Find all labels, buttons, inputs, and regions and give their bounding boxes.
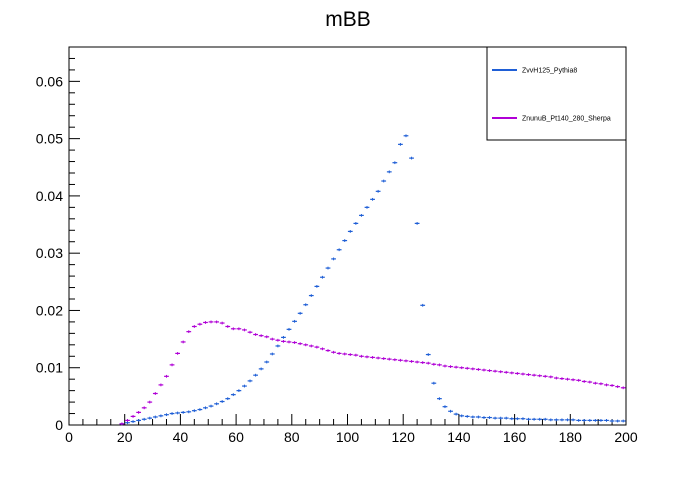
legend-label-znunub: ZnunuB_Pt140_280_Sherpa xyxy=(522,116,611,123)
y-tick-label: 0.01 xyxy=(36,360,63,376)
y-tick-label: 0.03 xyxy=(36,245,63,261)
x-tick-label: 140 xyxy=(447,429,471,445)
x-tick-label: 60 xyxy=(228,429,244,445)
legend: ZvvH125_Pythia8 ZnunuB_Pt140_280_Sherpa xyxy=(486,46,627,141)
data-series-layer xyxy=(119,134,626,426)
x-tick-label: 0 xyxy=(65,429,73,445)
chart-title: mBB xyxy=(325,8,371,31)
x-tick-label: 20 xyxy=(117,429,133,445)
y-tick-label: 0.05 xyxy=(36,131,63,147)
x-tick-label: 100 xyxy=(336,429,360,445)
y-tick-label: 0.02 xyxy=(36,302,63,318)
x-axis: 0 20 40 60 80 100 120 140 160 180 200 xyxy=(65,414,638,445)
y-tick-label: 0.06 xyxy=(36,73,63,89)
x-tick-label: 200 xyxy=(614,429,638,445)
legend-label-zvvh125: ZvvH125_Pythia8 xyxy=(522,68,577,75)
x-tick-label: 40 xyxy=(173,429,189,445)
x-tick-label: 120 xyxy=(392,429,416,445)
x-tick-label: 180 xyxy=(559,429,583,445)
x-tick-label: 160 xyxy=(503,429,527,445)
x-tick-label: 80 xyxy=(284,429,300,445)
series-znunub xyxy=(119,320,626,426)
legend-box xyxy=(486,46,627,141)
y-axis: 0 0.01 0.02 0.03 0.04 0.05 0.06 xyxy=(36,46,80,433)
series-zvvh125 xyxy=(119,134,626,426)
y-tick-label: 0.04 xyxy=(36,188,63,204)
y-tick-label: 0 xyxy=(55,417,63,433)
